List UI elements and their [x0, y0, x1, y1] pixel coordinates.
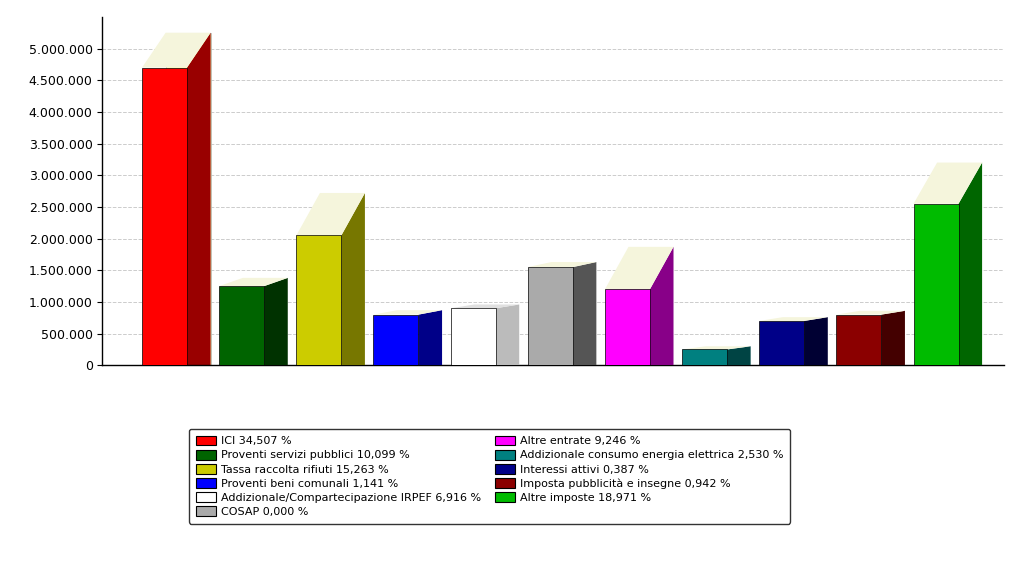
Polygon shape [419, 310, 442, 365]
Bar [219, 286, 264, 365]
Polygon shape [605, 247, 674, 289]
Polygon shape [804, 317, 827, 365]
Polygon shape [264, 278, 288, 365]
Bar [296, 235, 341, 365]
Polygon shape [374, 310, 442, 315]
Polygon shape [451, 305, 519, 309]
Polygon shape [650, 247, 674, 365]
Polygon shape [187, 33, 211, 365]
Polygon shape [913, 162, 982, 204]
Bar [527, 267, 572, 365]
Polygon shape [341, 193, 365, 365]
Polygon shape [682, 346, 751, 350]
Polygon shape [882, 311, 905, 365]
Polygon shape [527, 262, 596, 267]
Polygon shape [837, 311, 905, 315]
Bar [837, 315, 882, 365]
Bar [142, 67, 187, 365]
Polygon shape [759, 317, 827, 321]
Bar [451, 309, 496, 365]
Polygon shape [727, 346, 751, 365]
Polygon shape [142, 33, 211, 67]
Bar [374, 315, 419, 365]
Bar [913, 204, 958, 365]
Bar [605, 289, 650, 365]
Bar [759, 321, 804, 365]
Legend: ICI 34,507 %, Proventi servizi pubblici 10,099 %, Tassa raccolta rifiuti 15,263 : ICI 34,507 %, Proventi servizi pubblici … [189, 429, 791, 524]
Polygon shape [572, 262, 596, 365]
Polygon shape [219, 278, 288, 286]
Bar [682, 350, 727, 365]
Polygon shape [496, 305, 519, 365]
Bar [166, 33, 211, 365]
Polygon shape [296, 193, 365, 235]
Polygon shape [958, 162, 982, 365]
